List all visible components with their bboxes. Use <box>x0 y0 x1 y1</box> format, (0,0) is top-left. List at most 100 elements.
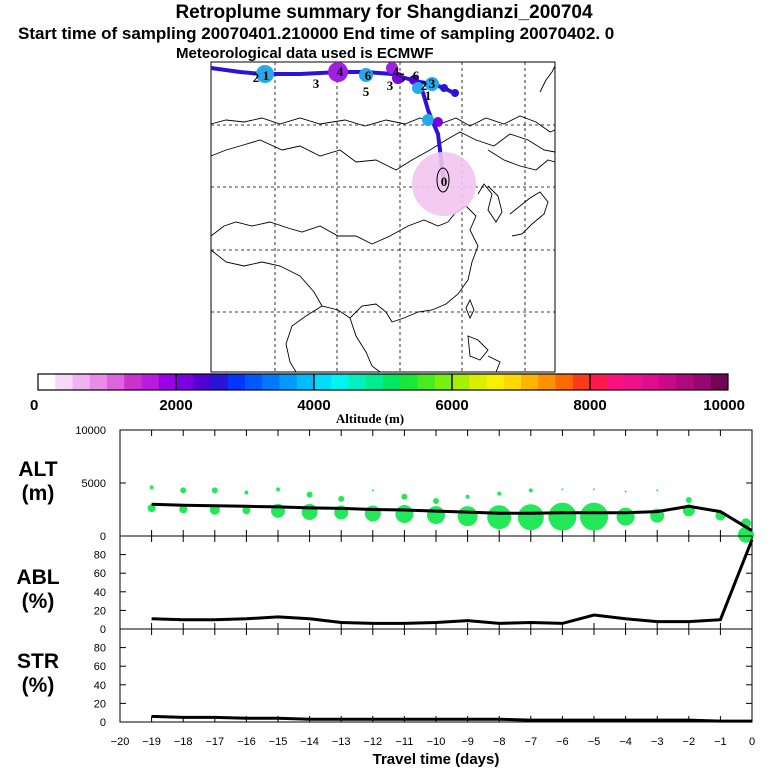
colorbar-swatch <box>107 374 125 390</box>
segment-label: 4 <box>337 64 344 79</box>
segment-label: 5 <box>363 84 370 99</box>
map-grid <box>211 62 555 372</box>
str-panel: STR(%) 80 60 40 20 0 <box>17 628 753 729</box>
release-contour <box>436 167 450 193</box>
colorbar-swatch <box>141 374 160 390</box>
colorbar-swatch <box>279 374 298 390</box>
cluster-marker <box>451 89 459 97</box>
str-panel-label: STR <box>17 650 59 673</box>
plume-bubble <box>616 507 635 526</box>
colorbar-swatch <box>72 374 91 390</box>
colorbar-swatch <box>503 374 522 390</box>
x-tick-label: −18 <box>174 736 193 748</box>
colorbar-swatch <box>331 374 349 390</box>
segment-label: 3 <box>429 76 436 91</box>
x-tick-label: −2 <box>683 736 696 748</box>
colorbar-axis-label: Altitude (m) <box>336 411 404 426</box>
colorbar-swatch <box>38 374 56 390</box>
plume-bubble <box>149 485 154 490</box>
abl-panel-unit: (%) <box>22 590 55 613</box>
colorbar-tick-label: 0 <box>30 397 38 414</box>
plume-bubble <box>624 490 627 493</box>
colorbar-swatch <box>89 374 108 390</box>
cluster-marker <box>392 72 404 84</box>
plume-bubble <box>395 505 414 524</box>
plume-bubble <box>371 489 374 492</box>
segment-label: 2 <box>421 78 428 93</box>
abl-series-line <box>151 539 754 625</box>
y-tick-label: 40 <box>94 587 106 599</box>
x-tick-label: −3 <box>651 736 664 748</box>
time-series-panels: ALT(m)1000050000ABL(%)806040200STR(%)806… <box>16 425 755 768</box>
colorbar-swatch <box>417 374 436 390</box>
alt-panel-label: ALT <box>18 458 57 481</box>
plume-bubble <box>427 506 445 525</box>
colorbar-swatch <box>693 374 712 390</box>
cluster-marker <box>328 62 348 82</box>
alt-series-line <box>151 502 753 532</box>
x-tick-label: −20 <box>111 736 130 748</box>
y-tick-label: 20 <box>94 698 106 710</box>
colorbar-swatch <box>158 374 177 390</box>
cluster-markers <box>256 62 459 127</box>
segment-label: 4 <box>393 64 400 79</box>
plume-bubble <box>528 488 533 493</box>
colorbar-swatch <box>296 374 315 390</box>
y-tick-label: 80 <box>94 550 106 562</box>
cluster-marker <box>386 62 398 74</box>
x-tick-label: −6 <box>556 736 569 748</box>
segment-label: 2 <box>253 70 260 85</box>
str-panel-unit: (%) <box>22 674 55 697</box>
colorbar-swatch <box>607 374 625 390</box>
x-tick-label: −11 <box>395 736 413 748</box>
x-axis-label: Travel time (days) <box>373 751 500 768</box>
segment-label: 3 <box>387 78 394 93</box>
segment-label: 6 <box>365 68 372 83</box>
x-tick-label: −8 <box>493 736 506 748</box>
colorbar-swatch <box>469 374 487 390</box>
y-tick-label: 60 <box>94 661 106 673</box>
colorbar-swatch <box>555 374 574 390</box>
colorbar-swatch <box>641 374 660 390</box>
segment-label: 1 <box>425 88 432 103</box>
colorbar-tick-label: 4000 <box>297 397 330 414</box>
colorbar-tick-label: 8000 <box>573 397 606 414</box>
x-tick-label: −14 <box>300 736 319 748</box>
y-tick-label: 5000 <box>82 478 106 490</box>
colorbar-swatch <box>710 374 729 390</box>
x-tick-label: −10 <box>427 736 446 748</box>
colorbar-swatch <box>434 374 453 390</box>
plume-bubble <box>433 498 439 505</box>
plume-bubble <box>593 488 595 491</box>
colorbar-swatch <box>124 374 142 390</box>
alt-panel: ALT(m) 10000 5000 0 <box>18 425 754 543</box>
colorbar-swatch <box>590 374 608 390</box>
plume-bubble <box>497 491 502 496</box>
colorbar-swatch <box>365 374 384 390</box>
plume-bubble <box>561 488 564 491</box>
y-tick-label: 40 <box>94 680 106 692</box>
colorbar-swatch <box>176 374 194 390</box>
plume-bubble <box>242 506 251 515</box>
plume-bubble <box>548 502 577 531</box>
y-tick-label: 0 <box>100 624 106 636</box>
x-tick-label: −13 <box>332 736 351 748</box>
colorbar-swatch <box>193 374 211 390</box>
alt-panel-unit: (m) <box>22 482 55 505</box>
segment-label: 1 <box>263 68 270 83</box>
plume-bubble <box>276 487 280 492</box>
abl-panel: ABL(%) 80 60 40 20 0 <box>16 535 754 636</box>
x-tick-label: −4 <box>619 736 632 748</box>
x-tick-label: −16 <box>237 736 256 748</box>
plume-bubble <box>306 491 313 498</box>
met-data-note: Meteorological data used is ECMWF <box>176 45 434 62</box>
segment-label: 3 <box>313 76 320 91</box>
colorbar-swatch <box>348 374 367 390</box>
x-tick-label: −12 <box>363 736 382 748</box>
altitude-colorbar: 0 2000 4000 6000 8000 10000 Altitude (m) <box>30 373 745 426</box>
sampling-period: Start time of sampling 20070401.210000 E… <box>18 24 615 43</box>
y-tick-label: 0 <box>100 531 106 543</box>
colorbar-tick-label: 6000 <box>435 397 468 414</box>
abl-panel-label: ABL <box>16 566 59 589</box>
